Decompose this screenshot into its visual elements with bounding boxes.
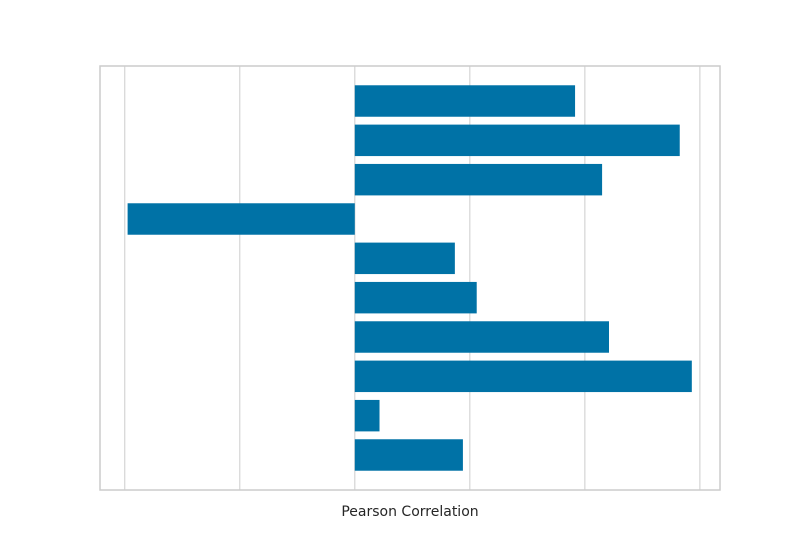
plot-frame bbox=[99, 65, 721, 491]
bar bbox=[354, 439, 463, 471]
bar bbox=[354, 163, 603, 196]
bar bbox=[354, 281, 477, 314]
bar bbox=[354, 124, 680, 157]
bar bbox=[354, 360, 692, 393]
x-axis-label: Pearson Correlation bbox=[341, 504, 478, 520]
bar bbox=[354, 321, 609, 353]
bar bbox=[127, 203, 355, 235]
bar bbox=[354, 85, 576, 117]
bar bbox=[354, 242, 455, 275]
bar bbox=[354, 399, 380, 432]
